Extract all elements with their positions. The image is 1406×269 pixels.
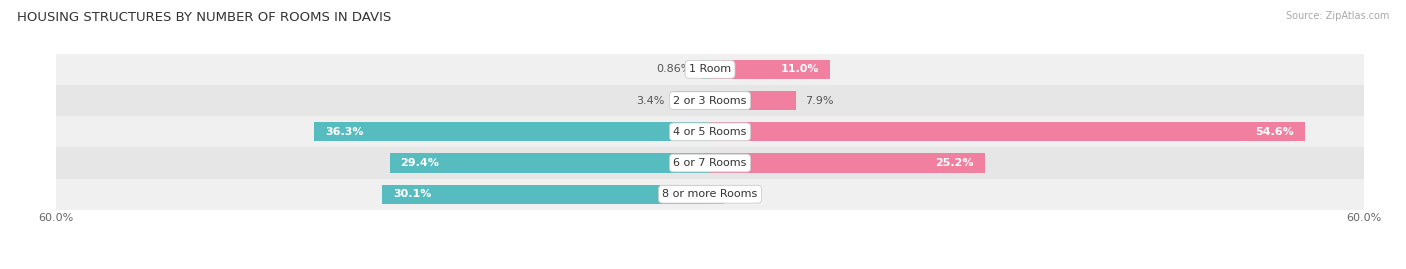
Text: 3.4%: 3.4%: [636, 95, 664, 106]
Bar: [710, 60, 830, 79]
Text: 11.0%: 11.0%: [780, 64, 818, 75]
Text: 7.9%: 7.9%: [804, 95, 834, 106]
Text: 8 or more Rooms: 8 or more Rooms: [662, 189, 758, 199]
Bar: [56, 54, 1364, 85]
Text: HOUSING STRUCTURES BY NUMBER OF ROOMS IN DAVIS: HOUSING STRUCTURES BY NUMBER OF ROOMS IN…: [17, 11, 391, 24]
Text: 1.3%: 1.3%: [733, 189, 761, 199]
Bar: [673, 91, 710, 110]
Text: 29.4%: 29.4%: [401, 158, 440, 168]
Bar: [315, 122, 710, 141]
Text: 36.3%: 36.3%: [325, 127, 364, 137]
Text: 30.1%: 30.1%: [392, 189, 432, 199]
Bar: [56, 85, 1364, 116]
Text: 0.86%: 0.86%: [657, 64, 692, 75]
Bar: [710, 153, 984, 173]
Bar: [56, 147, 1364, 179]
Text: Source: ZipAtlas.com: Source: ZipAtlas.com: [1285, 11, 1389, 21]
Text: 6 or 7 Rooms: 6 or 7 Rooms: [673, 158, 747, 168]
Bar: [389, 153, 710, 173]
Bar: [382, 185, 710, 204]
Text: 4 or 5 Rooms: 4 or 5 Rooms: [673, 127, 747, 137]
Bar: [710, 185, 724, 204]
Bar: [710, 122, 1305, 141]
Text: 1 Room: 1 Room: [689, 64, 731, 75]
Legend: Owner-occupied, Renter-occupied: Owner-occupied, Renter-occupied: [589, 266, 831, 269]
Bar: [56, 179, 1364, 210]
Bar: [700, 60, 710, 79]
Text: 2 or 3 Rooms: 2 or 3 Rooms: [673, 95, 747, 106]
Text: 25.2%: 25.2%: [935, 158, 974, 168]
Bar: [710, 91, 796, 110]
Bar: [56, 116, 1364, 147]
Text: 54.6%: 54.6%: [1256, 127, 1294, 137]
